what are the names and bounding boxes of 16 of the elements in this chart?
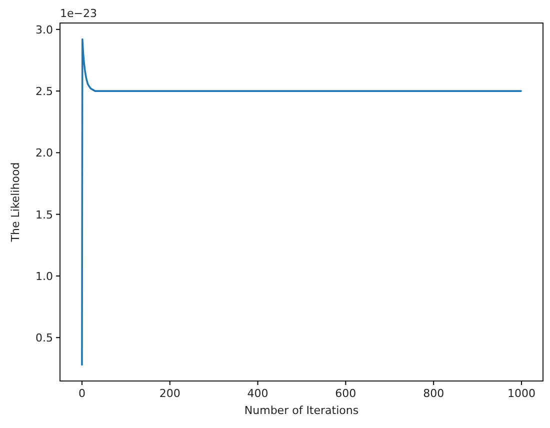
y-axis-title: The Likelihood [9,162,22,243]
y-tick-label: 1.5 [36,208,53,222]
x-tick-label: 800 [423,387,444,400]
y-tick-label: 3.0 [36,23,53,36]
x-tick-label: 200 [159,387,180,400]
y-tick-label: 2.5 [36,85,53,98]
line-series [81,38,522,366]
y-tick-label: 1.0 [36,270,53,283]
x-axis-title: Number of Iterations [244,404,359,417]
text: 1e−23 [60,7,97,20]
x-tick-label: 600 [335,387,356,400]
x-tick-label: 1000 [507,387,536,400]
x-tick-label: 0 [78,387,86,400]
x-tick-label: 400 [247,387,268,400]
y-tick-label: 0.5 [36,332,53,345]
y-tick-label: 2.0 [36,146,53,160]
